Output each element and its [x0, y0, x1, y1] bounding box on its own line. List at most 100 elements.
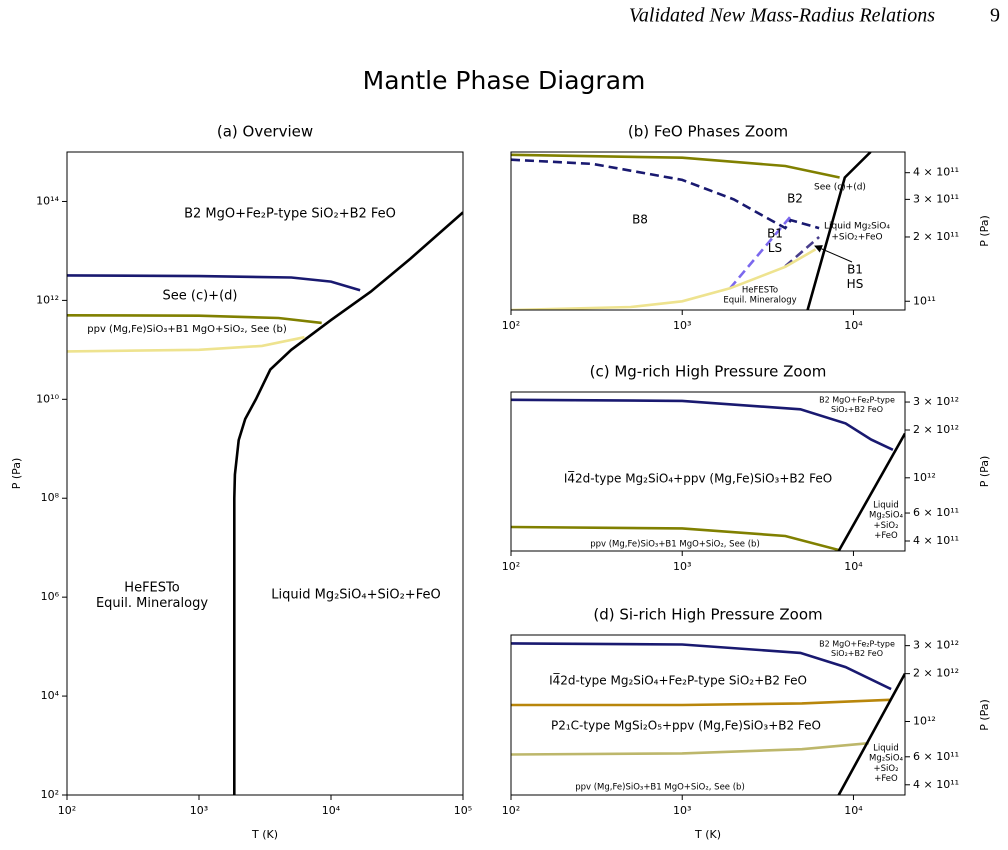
- y-axis-label: P (Pa): [978, 215, 991, 247]
- y-axis-label: P (Pa): [978, 699, 991, 731]
- phase-boundary: [729, 215, 792, 290]
- region-label: SiO₂+B2 FeO: [831, 405, 883, 414]
- region-label: B2 MgO+Fe₂P-type: [819, 396, 895, 405]
- x-tick-label: 10⁴: [844, 319, 863, 332]
- phase-boundary: [67, 335, 305, 353]
- region-label: SiO₂+B2 FeO: [831, 649, 883, 658]
- region-label: Liquid: [873, 744, 899, 754]
- region-label: HS: [847, 277, 864, 291]
- region-label: LS: [768, 241, 782, 255]
- x-tick-label: 10³: [673, 804, 691, 817]
- y-tick-label: 4 × 10¹¹: [913, 778, 959, 791]
- x-tick-label: 10²: [502, 804, 520, 817]
- y-tick-label: 3 × 10¹²: [913, 639, 959, 652]
- region-label: ppv (Mg,Fe)SiO₃+B1 MgO+SiO₂, See (b): [590, 540, 760, 550]
- region-label: +SiO₂: [874, 521, 899, 531]
- region-label: Liquid: [873, 501, 899, 511]
- x-tick-label: 10³: [673, 560, 691, 573]
- phase-boundary: [784, 236, 820, 268]
- y-tick-label: 10⁴: [41, 689, 60, 702]
- running-title: Validated New Mass-Radius Relations: [629, 5, 935, 27]
- region-label: Equil. Mineralogy: [723, 296, 796, 306]
- phase-boundary: [511, 153, 840, 179]
- phase-boundary: [67, 274, 361, 292]
- region-label: ppv (Mg,Fe)SiO₃+B1 MgO+SiO₂, See (b): [575, 783, 745, 793]
- x-tick-label: 10²: [502, 560, 520, 573]
- plot-area: [511, 398, 905, 551]
- page-number: 9: [990, 5, 1000, 27]
- region-label: Equil. Mineralogy: [96, 596, 208, 611]
- region-label: See (c)+(d): [814, 183, 866, 193]
- region-label: HeFESTo: [742, 286, 778, 296]
- phase-boundary: [511, 158, 820, 230]
- region-label: B1: [847, 263, 863, 277]
- region-label: ppv (Mg,Fe)SiO₃+B1 MgO+SiO₂, See (b): [87, 324, 287, 335]
- y-tick-label: 10⁶: [41, 590, 60, 603]
- y-tick-label: 10¹²: [913, 715, 936, 728]
- y-axis-label: P (Pa): [10, 458, 23, 490]
- y-tick-label: 10¹⁴: [36, 194, 59, 207]
- region-label: B8: [632, 213, 648, 227]
- x-tick-label: 10²: [502, 319, 520, 332]
- region-label: +SiO₂: [874, 764, 899, 774]
- y-tick-label: 4 × 10¹¹: [913, 534, 959, 547]
- region-label: +FeO: [874, 531, 898, 541]
- plot-area: [67, 211, 463, 795]
- plot-area: [511, 152, 872, 310]
- phase-boundary: [233, 211, 463, 795]
- y-tick-label: 4 × 10¹¹: [913, 166, 959, 179]
- x-tick-label: 10²: [58, 804, 76, 817]
- region-label: I4̅2d-type Mg₂SiO₄+Fe₂P-type SiO₂+B2 FeO: [549, 672, 807, 687]
- x-tick-label: 10⁵: [454, 804, 472, 817]
- y-tick-label: 10²: [41, 788, 59, 801]
- region-label: See (c)+(d): [163, 289, 238, 304]
- region-label: Mg₂SiO₄: [869, 754, 904, 764]
- y-tick-label: 2 × 10¹¹: [913, 230, 959, 243]
- axes-frame: [66, 151, 464, 796]
- y-tick-label: 10¹²: [913, 471, 936, 484]
- x-tick-label: 10³: [673, 319, 691, 332]
- y-tick-label: 10¹²: [36, 293, 59, 306]
- x-tick-label: 10⁴: [844, 804, 863, 817]
- y-tick-label: 10¹¹: [913, 294, 936, 307]
- y-tick-label: 3 × 10¹²: [913, 395, 959, 408]
- region-label: B1: [767, 227, 783, 241]
- figure-title: Mantle Phase Diagram: [363, 66, 646, 95]
- region-label: Liquid Mg₂SiO₄: [824, 222, 890, 232]
- y-tick-label: 3 × 10¹¹: [913, 192, 959, 205]
- region-label: Mg₂SiO₄: [869, 511, 904, 521]
- region-label: P2₁C-type MgSi₂O₅+ppv (Mg,Fe)SiO₃+B2 FeO: [551, 719, 821, 733]
- phase-boundary: [806, 152, 872, 310]
- phase-boundary: [511, 741, 869, 756]
- x-tick-label: 10³: [190, 804, 208, 817]
- x-tick-label: 10⁴: [844, 560, 863, 573]
- panel-title: (b) FeO Phases Zoom: [628, 123, 788, 141]
- region-label: B2 MgO+Fe₂P-type: [819, 640, 895, 649]
- axes-frame: [510, 634, 906, 796]
- phase-boundary: [511, 642, 892, 691]
- panel-title: (d) Si-rich High Pressure Zoom: [593, 606, 822, 624]
- region-label: +FeO: [874, 774, 898, 784]
- y-tick-label: 10¹⁰: [36, 392, 59, 405]
- phase-boundary: [511, 525, 840, 551]
- phase-boundary: [511, 398, 894, 451]
- phase-boundary: [837, 432, 905, 551]
- region-label: I4̅2d-type Mg₂SiO₄+ppv (Mg,Fe)SiO₃+B2 Fe…: [564, 470, 832, 485]
- x-axis-label: T (K): [251, 828, 278, 841]
- region-label: B2 MgO+Fe₂P-type SiO₂+B2 FeO: [184, 207, 396, 222]
- panel-title: (a) Overview: [217, 123, 313, 141]
- x-tick-label: 10⁴: [322, 804, 341, 817]
- phase-boundary: [511, 248, 817, 310]
- region-label: Liquid Mg₂SiO₄+SiO₂+FeO: [271, 588, 440, 603]
- phase-boundary: [511, 698, 892, 707]
- x-axis-label: T (K): [694, 828, 721, 841]
- axes-frame: [510, 151, 906, 311]
- phase-boundary: [67, 314, 322, 325]
- y-tick-label: 10⁸: [41, 491, 60, 504]
- phase-boundary: [837, 672, 905, 795]
- y-axis-label: P (Pa): [978, 456, 991, 488]
- y-tick-label: 2 × 10¹²: [913, 667, 959, 680]
- y-tick-label: 6 × 10¹¹: [913, 506, 959, 519]
- y-tick-label: 2 × 10¹²: [913, 423, 959, 436]
